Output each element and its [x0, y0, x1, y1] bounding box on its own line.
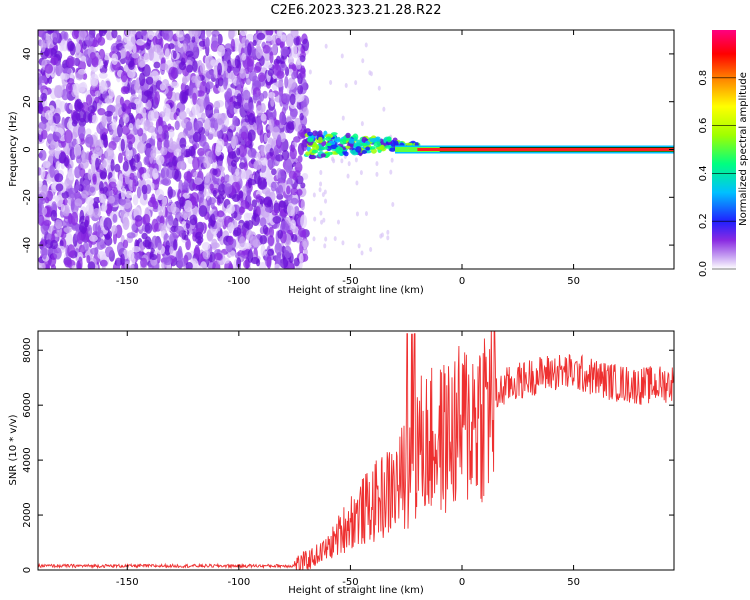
spectrogram-y-label: Frequency (Hz): [8, 111, 19, 187]
y-tick-label: 20: [22, 95, 33, 108]
chart-title: C2E6.2023.323.21.28.R22: [270, 3, 441, 18]
snr-panel: -150 -100 -50 0 50 0 2000 4000 6000 8000 Height o…: [8, 330, 675, 596]
snr-y-label: SNR (10 * v/v): [8, 414, 19, 485]
spectrogram-axes: -150 -100 -50 0 50 -40 -20 0 20 40: [22, 30, 674, 287]
x-tick-label: 50: [567, 276, 580, 287]
y-tick-label: 0: [22, 567, 33, 573]
colorbar-tick-label: 0.6: [698, 118, 709, 134]
x-tick-label: -150: [116, 577, 139, 588]
y-tick-label: 4000: [22, 447, 33, 472]
spectrogram-heatmap: [38, 30, 674, 269]
x-tick-label: 0: [459, 276, 465, 287]
x-tick-label: -150: [116, 276, 139, 287]
x-tick-label: 0: [459, 577, 465, 588]
colorbar-tick-label: 0.0: [698, 261, 709, 277]
y-tick-label: 0: [22, 146, 33, 152]
y-tick-label: 6000: [22, 392, 33, 417]
x-tick-label: -100: [227, 577, 250, 588]
x-tick-label: 50: [567, 577, 580, 588]
y-tick-label: -20: [22, 189, 33, 205]
colorbar-tick-label: 0.8: [698, 70, 709, 86]
y-tick-label: 8000: [22, 338, 33, 363]
spectrogram-x-label: Height of straight line (km): [288, 285, 424, 296]
y-tick-label: 2000: [22, 502, 33, 527]
colorbar-tick-label: 0.2: [698, 213, 709, 229]
colorbar-tick-label: 0.4: [698, 165, 709, 181]
y-tick-label: 40: [22, 48, 33, 61]
x-tick-label: -50: [342, 577, 358, 588]
x-tick-label: -100: [227, 276, 250, 287]
snr-series-line: [38, 331, 674, 570]
colorbar: 0.0 0.2 0.4 0.6 0.8 Normalized spectral ampl…: [698, 30, 749, 277]
snr-axes: -150 -100 -50 0 50 0 2000 4000 6000 8000: [22, 331, 674, 588]
spectrogram-panel: -150 -100 -50 0 50 -40 -20 0 20 40 Height of stra…: [8, 29, 675, 296]
y-tick-label: -40: [22, 237, 33, 253]
colorbar-label: Normalized spectral amplitude: [738, 72, 749, 226]
x-tick-label: -50: [342, 276, 358, 287]
snr-x-label: Height of straight line (km): [288, 585, 424, 596]
snr-frame: [37, 330, 675, 571]
colorbar-ticks: 0.0 0.2 0.4 0.6 0.8: [698, 70, 736, 277]
